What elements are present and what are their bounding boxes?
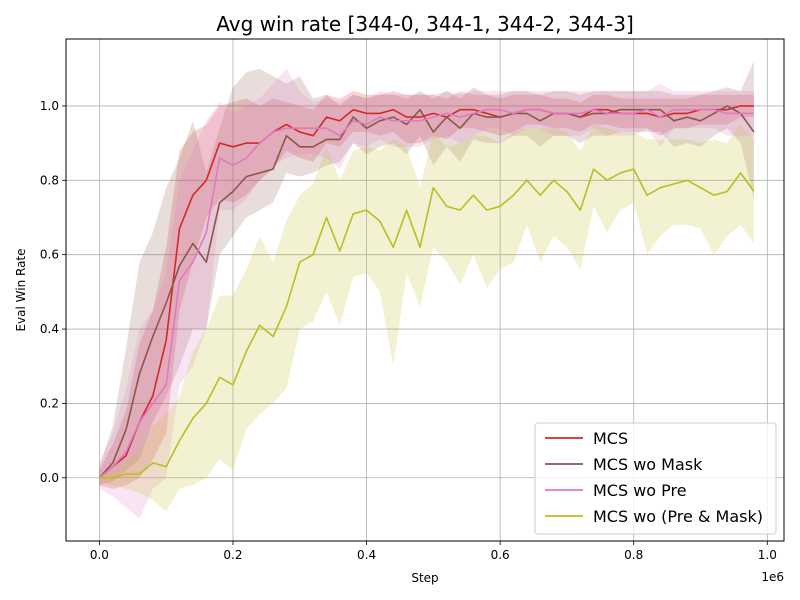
x-axis-label: Step — [411, 571, 438, 585]
x-tick-label: 0.0 — [90, 548, 109, 562]
band-mcs-wo-mask — [99, 61, 754, 486]
y-tick-label: 1.0 — [40, 99, 59, 113]
chart-title: Avg win rate [344-0, 344-1, 344-2, 344-3… — [216, 12, 634, 36]
legend-box — [534, 422, 777, 535]
y-axis-label: Eval Win Rate — [14, 248, 28, 331]
x-tick-label: 0.8 — [624, 548, 643, 562]
x-tick-label: 1.0 — [758, 548, 777, 562]
legend-label-mcs-wo-mask: MCS wo Mask — [593, 455, 703, 474]
legend: MCS MCS wo Mask MCS wo Pre MCS wo (Pre & Ma… — [534, 422, 777, 535]
legend-entries: MCS MCS wo Mask MCS wo Pre MCS wo (Pre & Ma… — [545, 429, 763, 526]
legend-label-mcs-wo-pre: MCS wo Pre — [593, 481, 687, 500]
line-mcs — [98, 105, 754, 479]
x-axis-ticks: 0.0 0.2 0.4 0.6 0.8 1.0 — [90, 541, 777, 562]
x-tick-label: 0.4 — [357, 548, 376, 562]
x-axis-offset-label: 1e6 — [761, 570, 784, 584]
legend-label-mcs: MCS — [593, 429, 628, 448]
line-mcs-wo-pre — [98, 108, 754, 479]
y-axis-ticks: 0.0 0.2 0.4 0.6 0.8 1.0 — [40, 99, 66, 485]
grid — [66, 39, 784, 541]
legend-label-mcs-wo-pre-mask: MCS wo (Pre & Mask) — [593, 507, 763, 526]
x-tick-label: 0.6 — [491, 548, 510, 562]
plot-frame — [65, 38, 785, 542]
x-tick-label: 0.2 — [223, 548, 242, 562]
series-lines — [98, 105, 755, 479]
y-tick-label: 0.4 — [40, 322, 59, 336]
line-mcs-wo-pre-mask — [99, 168, 755, 479]
y-tick-label: 0.8 — [40, 173, 59, 187]
band-mcs-wo-pre-mask — [99, 124, 754, 512]
y-tick-label: 0.6 — [40, 248, 59, 262]
y-tick-label: 0.0 — [40, 471, 59, 485]
y-tick-label: 0.2 — [40, 396, 59, 410]
